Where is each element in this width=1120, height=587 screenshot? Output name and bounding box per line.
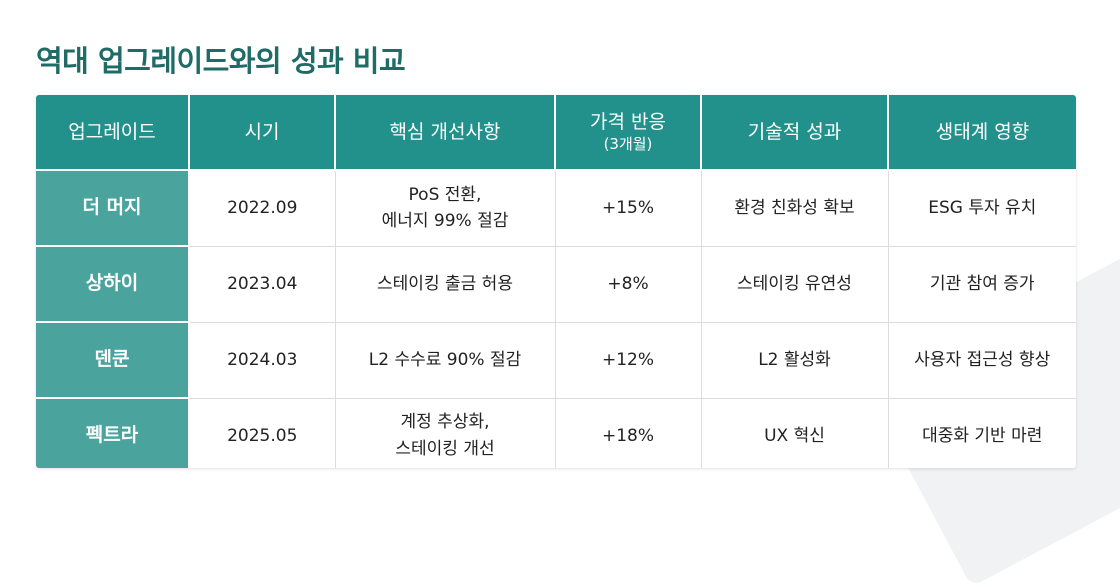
header-improvement: 핵심 개선사항 xyxy=(335,95,556,171)
upgrade-name-cell: 상하이 xyxy=(36,246,190,323)
tech-cell: UX 혁신 xyxy=(701,398,889,468)
upgrade-name-cell: 덴쿤 xyxy=(36,322,190,399)
header-price-reaction: 가격 반응 (3개월) xyxy=(555,95,702,171)
improvement-cell: L2 수수료 90% 절감 xyxy=(335,322,556,399)
period-cell: 2022.09 xyxy=(189,170,336,247)
table-header-row: 업그레이드 시기 핵심 개선사항 가격 반응 (3개월) 기술적 성과 생태계 … xyxy=(36,95,1076,171)
header-period: 시기 xyxy=(189,95,336,171)
price-cell: +12% xyxy=(555,322,702,399)
period-cell: 2024.03 xyxy=(189,322,336,399)
period-cell: 2025.05 xyxy=(189,398,336,468)
header-upgrade: 업그레이드 xyxy=(36,95,190,171)
price-cell: +18% xyxy=(555,398,702,468)
tech-cell: L2 활성화 xyxy=(701,322,889,399)
price-cell: +8% xyxy=(555,246,702,323)
ecosystem-cell: 대중화 기반 마련 xyxy=(922,425,1043,446)
header-tech: 기술적 성과 xyxy=(701,95,889,171)
comparison-table: 업그레이드 시기 핵심 개선사항 가격 반응 (3개월) 기술적 성과 생태계 … xyxy=(36,95,1076,468)
table-row: 펙트라 2025.05 계정 추상화, 스테이킹 개선 +18% UX 혁신 대… xyxy=(36,398,1076,468)
header-ecosystem: 생태계 영향 xyxy=(888,95,1076,171)
table-row: 덴쿤 2024.03 L2 수수료 90% 절감 +12% L2 활성화 사용자… xyxy=(36,322,1076,399)
table-row: 상하이 2023.04 스테이킹 출금 허용 +8% 스테이킹 유연성 기관 참… xyxy=(36,246,1076,323)
table-row: 더 머지 2022.09 PoS 전환, 에너지 99% 절감 +15% 환경 … xyxy=(36,170,1076,247)
header-price-sub: (3개월) xyxy=(603,135,653,154)
ecosystem-cell: 사용자 접근성 향상 xyxy=(888,322,1076,399)
page-title: 역대 업그레이드와의 성과 비교 xyxy=(36,44,406,78)
upgrade-name-cell: 펙트라 xyxy=(36,398,190,468)
tech-cell: 환경 친화성 확보 xyxy=(701,170,889,247)
ecosystem-cell: ESG 투자 유치 xyxy=(888,170,1076,247)
ecosystem-cell: 기관 참여 증가 xyxy=(888,246,1076,323)
improvement-cell: PoS 전환, 에너지 99% 절감 xyxy=(335,170,556,247)
improvement-cell: 계정 추상화, 스테이킹 개선 xyxy=(335,398,556,468)
upgrade-name-cell: 더 머지 xyxy=(36,170,190,247)
header-price-main: 가격 반응 xyxy=(590,110,666,133)
period-cell: 2023.04 xyxy=(189,246,336,323)
tech-cell: 스테이킹 유연성 xyxy=(701,246,889,323)
improvement-cell: 스테이킹 출금 허용 xyxy=(335,246,556,323)
price-cell: +15% xyxy=(555,170,702,247)
